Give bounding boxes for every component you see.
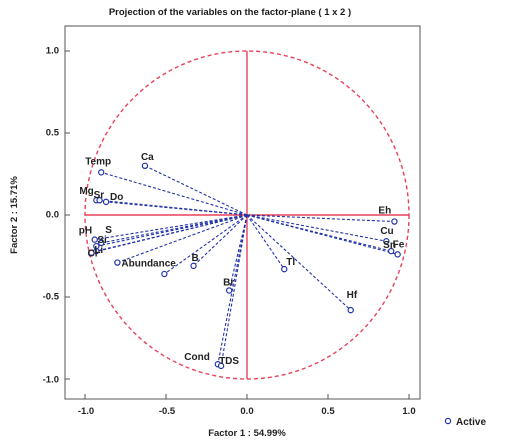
variable-label: Tl	[286, 257, 295, 268]
data-point	[93, 247, 100, 255]
variable-label: Fe	[393, 239, 405, 250]
x-axis-label: Factor 1 : 54.99%	[208, 428, 286, 439]
variable-label: Eh	[378, 206, 391, 217]
vector-line	[96, 214, 248, 252]
legend-label: Active	[456, 417, 486, 428]
variable-label: Mg	[79, 186, 93, 197]
vector-line	[246, 214, 352, 311]
x-tick-labels: -1.0 -0.5 0.0 0.5 1.0	[78, 406, 416, 417]
x-tick-label: -0.5	[159, 406, 176, 417]
vector-line	[246, 214, 285, 270]
data-point	[114, 259, 121, 266]
variable-label: Abundance	[121, 259, 176, 270]
y-tick-labels: 1.0 0.5 0.0 -0.5 -1.0	[43, 46, 60, 386]
vector-line	[220, 214, 248, 366]
x-tick-label: -1.0	[78, 406, 94, 417]
legend-marker	[444, 417, 452, 425]
data-point	[102, 198, 110, 206]
variable-label: Cu	[380, 226, 393, 237]
x-tick-label: 1.0	[402, 406, 415, 417]
vector-line	[246, 214, 398, 255]
variable-label: Do	[110, 192, 123, 203]
variable-label: B	[192, 253, 199, 264]
data-point	[96, 197, 103, 204]
vector-line	[94, 214, 248, 241]
y-axis-label: Factor 2 : 15.71%	[9, 176, 20, 254]
variable-label: pH	[79, 226, 92, 237]
data-point	[190, 262, 197, 270]
variable-label: Li	[94, 245, 103, 256]
plot-frame	[64, 25, 421, 400]
data-point	[141, 162, 149, 169]
data-point	[387, 247, 395, 255]
vector-line	[117, 214, 248, 264]
data-point	[347, 306, 354, 314]
data-point	[91, 236, 98, 243]
variable-label: Si	[97, 235, 107, 246]
vector-line	[217, 214, 248, 365]
y-tick-label: -1.0	[43, 375, 59, 386]
variable-label: Sn	[383, 240, 396, 251]
variable-label: Br	[223, 277, 234, 288]
data-point	[225, 287, 233, 294]
data-point	[394, 251, 401, 258]
variable-label: Temp	[85, 156, 111, 167]
variable-label: Hf	[347, 290, 358, 301]
data-point	[97, 169, 105, 176]
vector-line	[164, 214, 248, 275]
vector-line	[106, 201, 248, 216]
data-point	[97, 239, 105, 247]
vector-line	[246, 214, 395, 223]
y-tick-label: 0.5	[46, 128, 60, 139]
x-tick-label: 0.0	[240, 406, 253, 417]
data-point	[161, 270, 168, 278]
variable-label: Cond	[184, 352, 210, 363]
data-point	[281, 265, 288, 273]
variable-label: S	[105, 225, 112, 236]
y-tick-label: 0.0	[46, 210, 59, 221]
variable-label: Cl	[87, 249, 97, 260]
chart-title: Projection of the variables on the facto…	[109, 7, 351, 18]
data-point	[391, 218, 398, 225]
vector-line	[101, 171, 248, 216]
variable-label: TDS	[219, 356, 239, 367]
vector-line	[246, 214, 387, 242]
variable-label: Ca	[141, 152, 154, 163]
y-tick-label: 1.0	[46, 46, 59, 57]
x-tick-label: 0.5	[321, 406, 335, 417]
legend: Active	[444, 417, 486, 428]
data-point	[217, 362, 225, 370]
y-tick-label: -0.5	[43, 292, 60, 303]
vector-line	[96, 214, 248, 247]
vector-line	[144, 165, 248, 216]
vector-line	[193, 214, 248, 267]
data-point	[383, 238, 390, 245]
variable-label: Sr	[94, 190, 105, 201]
